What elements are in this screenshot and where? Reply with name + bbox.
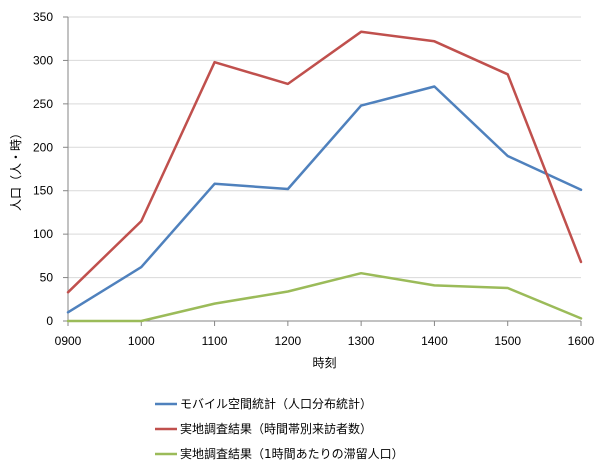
y-tick-label: 300 [33, 53, 53, 67]
legend-label: 実地調査結果（時間帯別来訪者数） [180, 421, 372, 436]
y-tick-label: 0 [46, 314, 53, 328]
y-tick-label: 100 [33, 227, 53, 241]
gridlines [68, 16, 581, 279]
y-tick-label: 200 [33, 140, 53, 154]
series-line-2 [66, 30, 583, 294]
series-lines [66, 30, 583, 323]
x-tick-label: 1300 [348, 334, 375, 348]
x-tick-label: 1500 [494, 334, 521, 348]
y-tick-label: 50 [40, 271, 54, 285]
legend: モバイル空間統計（人口分布統計） 実地調査結果（時間帯別来訪者数） 実地調査結果（1… [155, 396, 404, 461]
series-line-1 [66, 85, 583, 314]
x-axis-title: 時刻 [312, 356, 336, 370]
y-axis-title: 人口（人・時） [9, 127, 23, 211]
y-tick-label: 250 [33, 97, 53, 111]
tick-labels: 0 50 100 150 200 250 300 350 0900 1000 1100 1200 130… [33, 10, 595, 348]
legend-label: モバイル空間統計（人口分布統計） [180, 396, 372, 411]
legend-label: 実地調査結果（1時間あたりの滞留人口） [180, 446, 404, 461]
legend-item: 実地調査結果（時間帯別来訪者数） [155, 421, 372, 436]
x-tick-label: 1400 [421, 334, 448, 348]
y-tick-label: 350 [33, 10, 53, 24]
y-tick-label: 150 [33, 184, 53, 198]
x-tick-label: 1000 [128, 334, 155, 348]
series-line-3 [66, 271, 583, 323]
legend-item: 実地調査結果（1時間あたりの滞留人口） [155, 446, 404, 461]
x-tick-label: 0900 [55, 334, 82, 348]
x-tick-label: 1200 [275, 334, 302, 348]
legend-item: モバイル空間統計（人口分布統計） [155, 396, 372, 411]
axes [63, 16, 582, 326]
x-tick-label: 1600 [568, 334, 595, 348]
x-tick-label: 1100 [202, 334, 228, 348]
